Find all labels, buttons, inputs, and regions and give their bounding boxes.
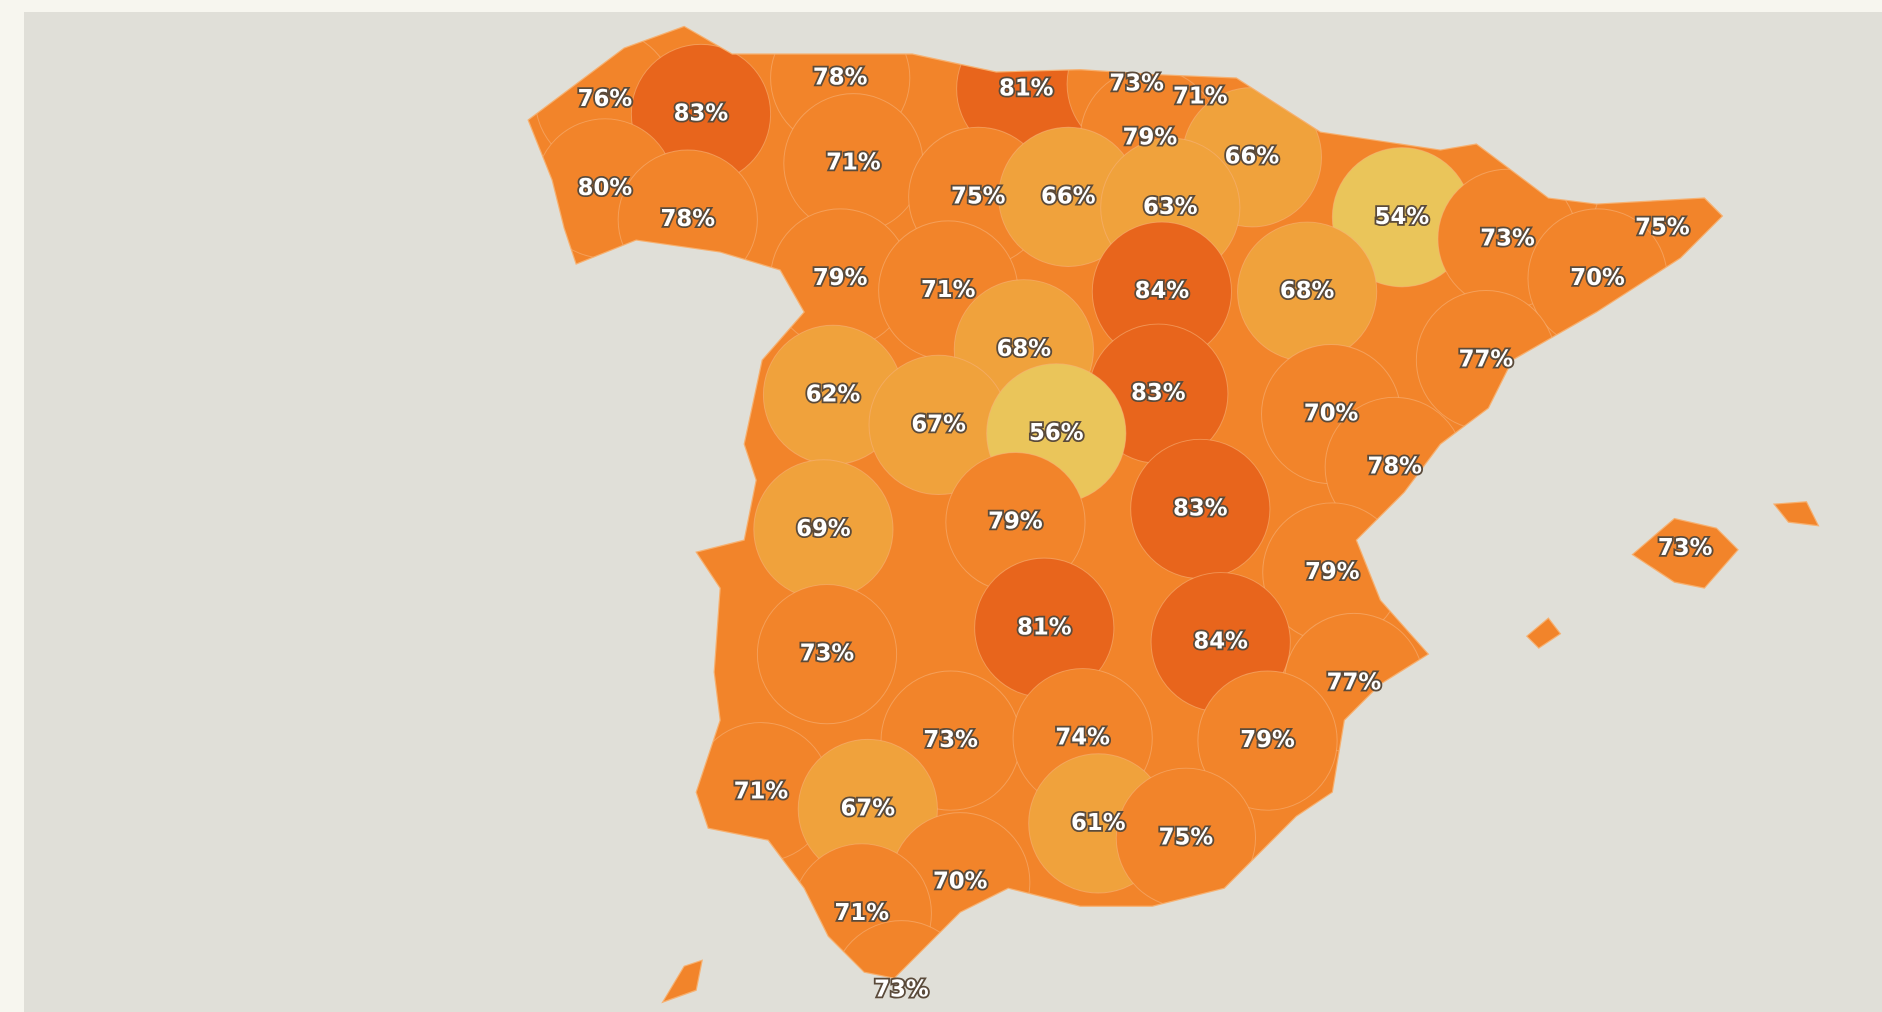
province-label: 73% [923, 727, 978, 753]
province-label: 68% [997, 336, 1052, 362]
province-label: 78% [1367, 453, 1422, 479]
province-label: 71% [734, 779, 789, 805]
province-label: 80% [578, 175, 633, 201]
province-label: 73% [874, 977, 929, 1003]
province-label: 75% [951, 183, 1006, 209]
province-label: 79% [988, 509, 1043, 535]
province-label: 73% [800, 641, 855, 667]
province-label: 69% [796, 516, 851, 542]
province-label: 78% [813, 65, 868, 91]
province-label: 68% [1280, 278, 1335, 304]
province-label: 75% [1159, 824, 1214, 850]
province-label: 70% [1570, 265, 1625, 291]
province-label: 70% [933, 869, 988, 895]
province-label: 71% [826, 150, 881, 176]
province-label: 63% [1143, 194, 1198, 220]
province-label: 66% [1041, 183, 1096, 209]
province-label: 79% [1305, 559, 1360, 585]
province-label: 62% [806, 381, 861, 407]
province-label: 71% [835, 900, 890, 926]
province-label: 77% [1327, 669, 1382, 695]
province-label: 81% [999, 75, 1054, 101]
province-label: 77% [1459, 347, 1514, 373]
province-label: 81% [1017, 614, 1072, 640]
province-label: 84% [1135, 278, 1190, 304]
province-label: 70% [1304, 401, 1359, 427]
province-label: 71% [921, 277, 976, 303]
province-label: 56% [1029, 420, 1084, 446]
province-label: 71% [1173, 84, 1228, 110]
province-label: 73% [1658, 535, 1713, 561]
province-label: 67% [911, 411, 966, 437]
province-label: 79% [1240, 727, 1295, 753]
province-label: 83% [1131, 380, 1186, 406]
province-label: 73% [1109, 71, 1164, 97]
province-label: 76% [578, 86, 633, 112]
province-label: 84% [1193, 629, 1248, 655]
province-label: 54% [1375, 204, 1430, 230]
province-label: 61% [1071, 810, 1126, 836]
province [1197, 670, 1338, 811]
province-label: 78% [660, 206, 715, 232]
labels: 76% 83% 78% 81% 73% 71% 79% 66% 71% 80% 78% 75% 66% 6… [576, 63, 1715, 1005]
province-label: 74% [1055, 725, 1110, 751]
province-label: 79% [813, 265, 868, 291]
province-label: 83% [674, 101, 729, 127]
province-label: 67% [841, 796, 896, 822]
province-label: 75% [1635, 215, 1690, 241]
province-label: 79% [1123, 125, 1178, 151]
province-label: 73% [1480, 225, 1535, 251]
province [756, 584, 898, 725]
province-label: 66% [1225, 144, 1280, 170]
province-label: 83% [1173, 495, 1228, 521]
